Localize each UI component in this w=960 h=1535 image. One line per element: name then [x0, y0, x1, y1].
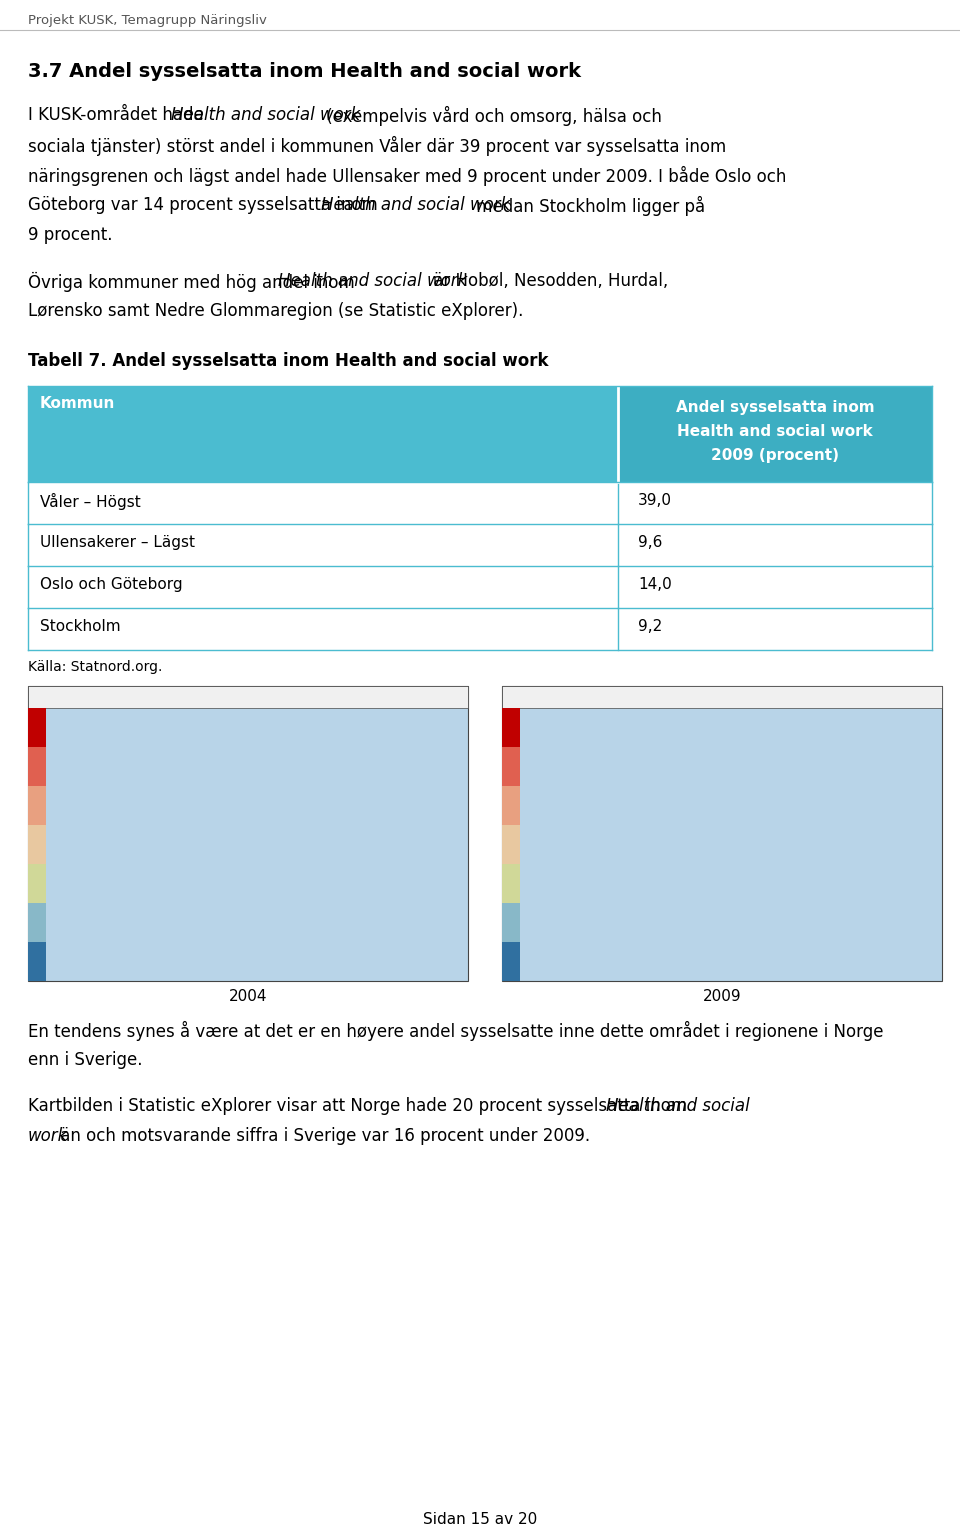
- Text: 2004: 2004: [228, 989, 267, 1004]
- Bar: [28, 608, 932, 649]
- Text: 2009 (procent): 2009 (procent): [711, 448, 839, 464]
- Text: 3.7 Andel sysselsatta inom Health and social work: 3.7 Andel sysselsatta inom Health and so…: [28, 61, 581, 81]
- Text: Lørensko samt Nedre Glommaregion (se Statistic eXplorer).: Lørensko samt Nedre Glommaregion (se Sta…: [28, 302, 523, 319]
- Text: medan Stockholm ligger på: medan Stockholm ligger på: [471, 196, 706, 216]
- Text: 9,2: 9,2: [638, 619, 662, 634]
- Text: Health and social work: Health and social work: [277, 272, 468, 290]
- Text: Övriga kommuner med hög andel inom: Övriga kommuner med hög andel inom: [28, 272, 360, 292]
- Bar: [28, 748, 46, 786]
- Bar: [28, 566, 932, 608]
- Bar: [502, 748, 520, 786]
- Bar: [28, 686, 468, 981]
- Text: Health and social work: Health and social work: [171, 106, 360, 124]
- Bar: [28, 523, 932, 566]
- Text: är Hobøl, Nesodden, Hurdal,: är Hobøl, Nesodden, Hurdal,: [428, 272, 668, 290]
- Text: (exempelvis vård och omsorg, hälsa och: (exempelvis vård och omsorg, hälsa och: [322, 106, 662, 126]
- Bar: [502, 903, 520, 942]
- Text: work: work: [28, 1127, 68, 1145]
- Text: Oslo och Göteborg: Oslo och Göteborg: [40, 577, 182, 593]
- Text: 14,0: 14,0: [638, 577, 672, 593]
- Text: Health and social: Health and social: [607, 1098, 750, 1114]
- Bar: [502, 708, 520, 748]
- Text: Ullensakerer – Lägst: Ullensakerer – Lägst: [40, 536, 195, 550]
- Text: Tabell 7. Andel sysselsatta inom Health and social work: Tabell 7. Andel sysselsatta inom Health …: [28, 352, 548, 370]
- Bar: [28, 824, 46, 864]
- Text: 9,6: 9,6: [638, 536, 662, 550]
- Text: än och motsvarande siffra i Sverige var 16 procent under 2009.: än och motsvarande siffra i Sverige var …: [56, 1127, 590, 1145]
- Bar: [28, 385, 932, 482]
- Bar: [28, 864, 46, 903]
- Text: Health and social work: Health and social work: [677, 424, 873, 439]
- Text: Health and social work: Health and social work: [321, 196, 510, 213]
- Text: sociala tjänster) störst andel i kommunen Våler där 39 procent var sysselsatta i: sociala tjänster) störst andel i kommune…: [28, 137, 727, 157]
- Text: Våler – Högst: Våler – Högst: [40, 493, 141, 510]
- Text: Projekt KUSK, Temagrupp Näringsliv: Projekt KUSK, Temagrupp Näringsliv: [28, 14, 267, 28]
- Bar: [28, 686, 468, 708]
- Text: Andel sysselsatta inom: Andel sysselsatta inom: [676, 401, 875, 414]
- Text: Kommun: Kommun: [40, 396, 115, 411]
- Text: enn i Sverige.: enn i Sverige.: [28, 1051, 142, 1068]
- Bar: [502, 942, 520, 981]
- Text: Sidan 15 av 20: Sidan 15 av 20: [422, 1512, 538, 1527]
- Bar: [28, 942, 46, 981]
- Bar: [28, 786, 46, 824]
- Bar: [28, 903, 46, 942]
- Bar: [28, 708, 46, 748]
- Text: Källa: Statnord.org.: Källa: Statnord.org.: [28, 660, 162, 674]
- Text: 2009: 2009: [703, 989, 741, 1004]
- Bar: [502, 686, 942, 708]
- Bar: [502, 864, 520, 903]
- Bar: [502, 686, 942, 981]
- Text: 9 procent.: 9 procent.: [28, 226, 112, 244]
- Bar: [502, 824, 520, 864]
- Text: 39,0: 39,0: [638, 493, 672, 508]
- Bar: [618, 385, 932, 482]
- Text: näringsgrenen och lägst andel hade Ullensaker med 9 procent under 2009. I både O: näringsgrenen och lägst andel hade Ullen…: [28, 166, 786, 186]
- Text: Göteborg var 14 procent sysselsatta inom: Göteborg var 14 procent sysselsatta inom: [28, 196, 383, 213]
- Text: En tendens synes å være at det er en høyere andel sysselsatte inne dette området: En tendens synes å være at det er en høy…: [28, 1021, 883, 1041]
- Text: Kartbilden i Statistic eXplorer visar att Norge hade 20 procent sysselsatta inom: Kartbilden i Statistic eXplorer visar at…: [28, 1098, 692, 1114]
- Text: I KUSK-området hade: I KUSK-området hade: [28, 106, 209, 124]
- Bar: [28, 482, 932, 523]
- Text: Stockholm: Stockholm: [40, 619, 121, 634]
- Bar: [502, 786, 520, 824]
